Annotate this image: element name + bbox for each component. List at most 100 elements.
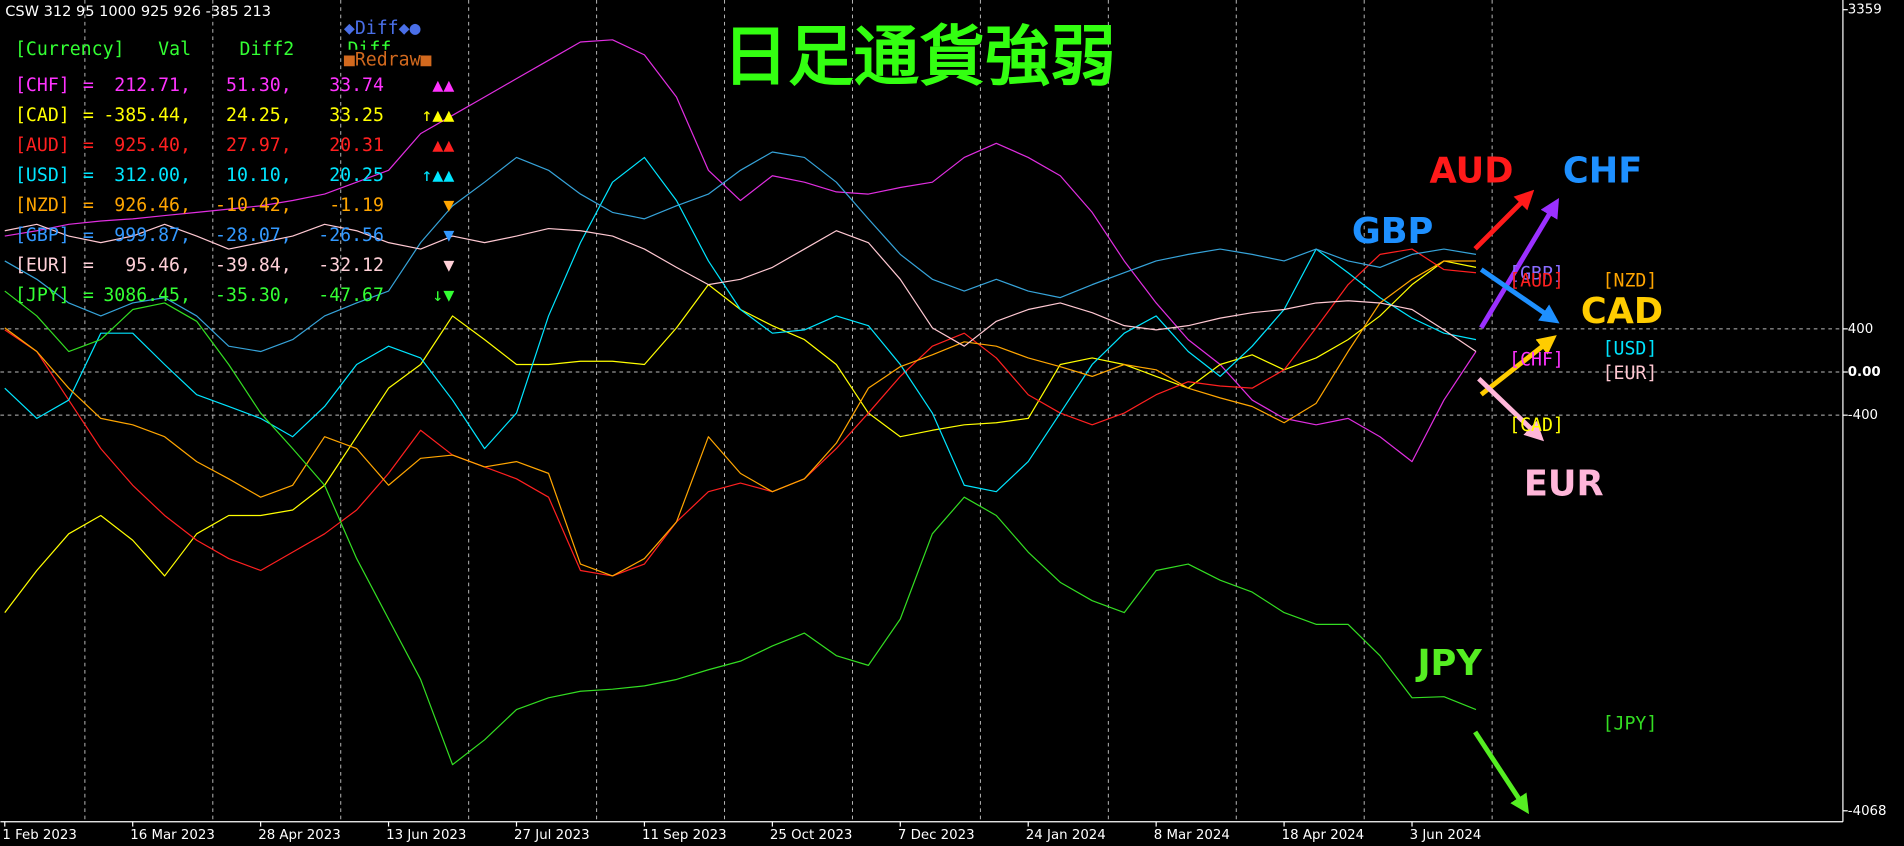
panel-cell: = <box>83 195 94 216</box>
end-label: [USD] <box>1603 339 1658 360</box>
panel-cell: [CAD] <box>15 105 70 126</box>
arrow <box>1473 189 1535 251</box>
y-tick-label: 0.00 <box>1848 365 1881 380</box>
panel-cell: 24.25, <box>226 105 292 126</box>
end-label: [CAD] <box>1509 415 1564 436</box>
series-line <box>4 260 1476 577</box>
panel-cell: = <box>83 225 94 246</box>
panel-cell: -26.56 <box>318 225 384 246</box>
x-tick-label: 16 Mar 2023 <box>130 828 215 843</box>
panel-cell: 3086.45, <box>103 285 191 306</box>
panel-cell: -47.67 <box>318 285 384 306</box>
end-label: [EUR] <box>1603 363 1658 384</box>
arrow <box>1477 376 1545 442</box>
button[interactable]: ■Redraw■ <box>344 50 432 71</box>
arrows <box>1473 189 1560 815</box>
x-tick-label: 25 Oct 2023 <box>770 828 853 843</box>
panel-cell: -28.07, <box>215 225 292 246</box>
panel-cell: 20.25 <box>329 165 384 186</box>
panel-cell: ▼ <box>443 225 454 246</box>
x-tick-label: 13 Jun 2023 <box>386 828 466 843</box>
series-line <box>4 151 1477 353</box>
panel-cell: ↑▲▲ <box>421 165 454 186</box>
panel-cell: = <box>83 105 94 126</box>
info-panel: [Currency] Val Diff2 Diff◆Diff◆●■Redraw■[CH… <box>15 18 461 306</box>
series-line <box>4 223 1477 353</box>
panel-cell: 33.25 <box>329 105 384 126</box>
arrow <box>1479 198 1560 329</box>
panel-cell: ▲▲ <box>432 135 454 156</box>
button-bg <box>343 49 461 72</box>
arrow <box>1479 335 1557 397</box>
panel-cell: = <box>83 135 94 156</box>
panel-cell: -39.84, <box>215 255 292 276</box>
panel-cell: [EUR] <box>15 255 70 276</box>
panel-cell: [NZD] <box>15 195 70 216</box>
panel-cell: ▼ <box>443 195 454 216</box>
annotation: CAD <box>1581 291 1663 332</box>
panel-cell: 95.46, <box>125 255 191 276</box>
panel-cell: [GBP] <box>15 225 70 246</box>
panel-cell: 20.31 <box>329 135 384 156</box>
panel-cell: 27.97, <box>226 135 292 156</box>
panel-header: Diff2 <box>240 39 295 60</box>
panel-header: Val <box>158 39 191 60</box>
end-label: [GBP] <box>1509 263 1564 284</box>
arrow <box>1473 730 1530 815</box>
series-line <box>4 156 1477 493</box>
button[interactable]: ◆Diff◆● <box>344 18 421 39</box>
x-tick-label: 27 Jul 2023 <box>514 828 590 843</box>
end-label: [CHF] <box>1509 349 1564 370</box>
panel-cell: 51.30, <box>226 75 292 96</box>
panel-cell: 925.40, <box>114 135 191 156</box>
x-tick-label: 18 Apr 2024 <box>1282 828 1365 843</box>
end-label: [JPY] <box>1603 714 1658 735</box>
button-bg <box>343 18 461 41</box>
panel-cell: 33.74 <box>329 75 384 96</box>
panel-cell: [USD] <box>15 165 70 186</box>
panel-cell: = <box>83 285 94 306</box>
panel-cell: 999.87, <box>114 225 191 246</box>
panel-cell: 926.46, <box>114 195 191 216</box>
y-tick-label: 400 <box>1848 322 1873 337</box>
panel-cell: 10.10, <box>226 165 292 186</box>
panel-cell: -1.19 <box>329 195 384 216</box>
panel-cell: -35.30, <box>215 285 292 306</box>
x-tick-label: 28 Apr 2023 <box>258 828 341 843</box>
chart-title: 日足通貨強弱 <box>723 19 1116 95</box>
x-tick-label: 1 Feb 2023 <box>2 828 77 843</box>
panel-cell: = <box>83 75 94 96</box>
labels: 3359 400 0.00 -400 -4068 1 Feb 2023 16 Mar 202… <box>2 3 1886 843</box>
annotation: GBP <box>1352 211 1434 252</box>
panel-cell: -32.12 <box>318 255 384 276</box>
panel-cell: = <box>83 165 94 186</box>
series-lines <box>4 39 1477 766</box>
panel-cell: 212.71, <box>114 75 191 96</box>
annotation: JPY <box>1415 643 1482 684</box>
x-tick-label: 7 Dec 2023 <box>898 828 975 843</box>
annotation: CHF <box>1563 150 1642 191</box>
panel-cell: [AUD] <box>15 135 70 156</box>
panel-header: [Currency] <box>15 39 125 60</box>
annotation: AUD <box>1430 150 1514 191</box>
grid <box>0 0 1848 827</box>
panel-cell: -385.44, <box>103 105 191 126</box>
x-tick-label: 11 Sep 2023 <box>642 828 727 843</box>
panel-cell: -10.42, <box>215 195 292 216</box>
panel-cell: [CHF] <box>15 75 70 96</box>
annotation: EUR <box>1524 464 1604 505</box>
panel-cell: = <box>83 255 94 276</box>
panel-cell: 312.00, <box>114 165 191 186</box>
series-line <box>4 290 1477 766</box>
panel-cell: [JPY] <box>15 285 70 306</box>
x-tick-label: 3 Jun 2024 <box>1410 828 1482 843</box>
panel-cell: ↓▼ <box>432 285 454 306</box>
x-tick-label: 8 Mar 2024 <box>1154 828 1230 843</box>
y-tick-label: -4068 <box>1848 804 1887 819</box>
header-text: CSW 312 95 1000 925 926 -385 213 <box>5 3 271 20</box>
y-tick-label: -400 <box>1848 408 1878 423</box>
arrow <box>1479 267 1560 324</box>
x-tick-label: 24 Jan 2024 <box>1026 828 1106 843</box>
